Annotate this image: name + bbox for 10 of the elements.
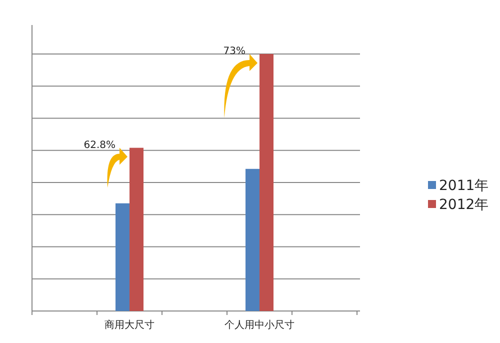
legend-label: 2012年	[439, 197, 489, 213]
bar	[116, 203, 130, 311]
bar	[260, 54, 274, 311]
bar	[246, 168, 260, 311]
annotation: 62.8%	[84, 140, 116, 151]
bar	[130, 148, 144, 311]
annotation: 73%	[223, 46, 246, 57]
x-tick-label: 商用大尺寸	[104, 319, 154, 331]
legend-label: 2011年	[439, 178, 489, 194]
x-tick-label: 个人用中小尺寸	[224, 319, 294, 331]
